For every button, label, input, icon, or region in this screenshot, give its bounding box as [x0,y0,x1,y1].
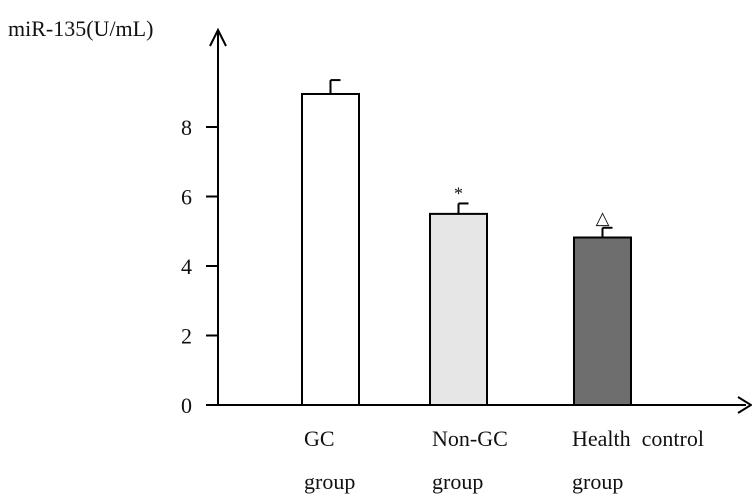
x-category-label-line2: group [304,469,355,494]
bar-1 [301,92,360,407]
x-axis-arrow [737,396,752,414]
y-tick-label: 0 [181,393,192,418]
bar-3 [573,236,632,406]
significance-marker-2: * [454,183,463,203]
significance-marker-3: △ [596,208,610,228]
x-category-label: Health control [572,426,704,451]
x-category-label: GC [304,426,335,451]
y-axis-label: miR-135(U/mL) [8,16,153,41]
x-category-label-line2: group [432,469,483,494]
y-tick-label: 6 [181,185,192,210]
x-category-label: Non-GC [432,426,508,451]
y-tick-label: 8 [181,115,192,140]
y-tick-label: 2 [181,324,192,349]
y-tick-label: 4 [181,254,192,279]
x-category-label-line2: group [572,469,623,494]
y-axis-arrow [209,27,227,47]
bar-2 [429,212,488,406]
